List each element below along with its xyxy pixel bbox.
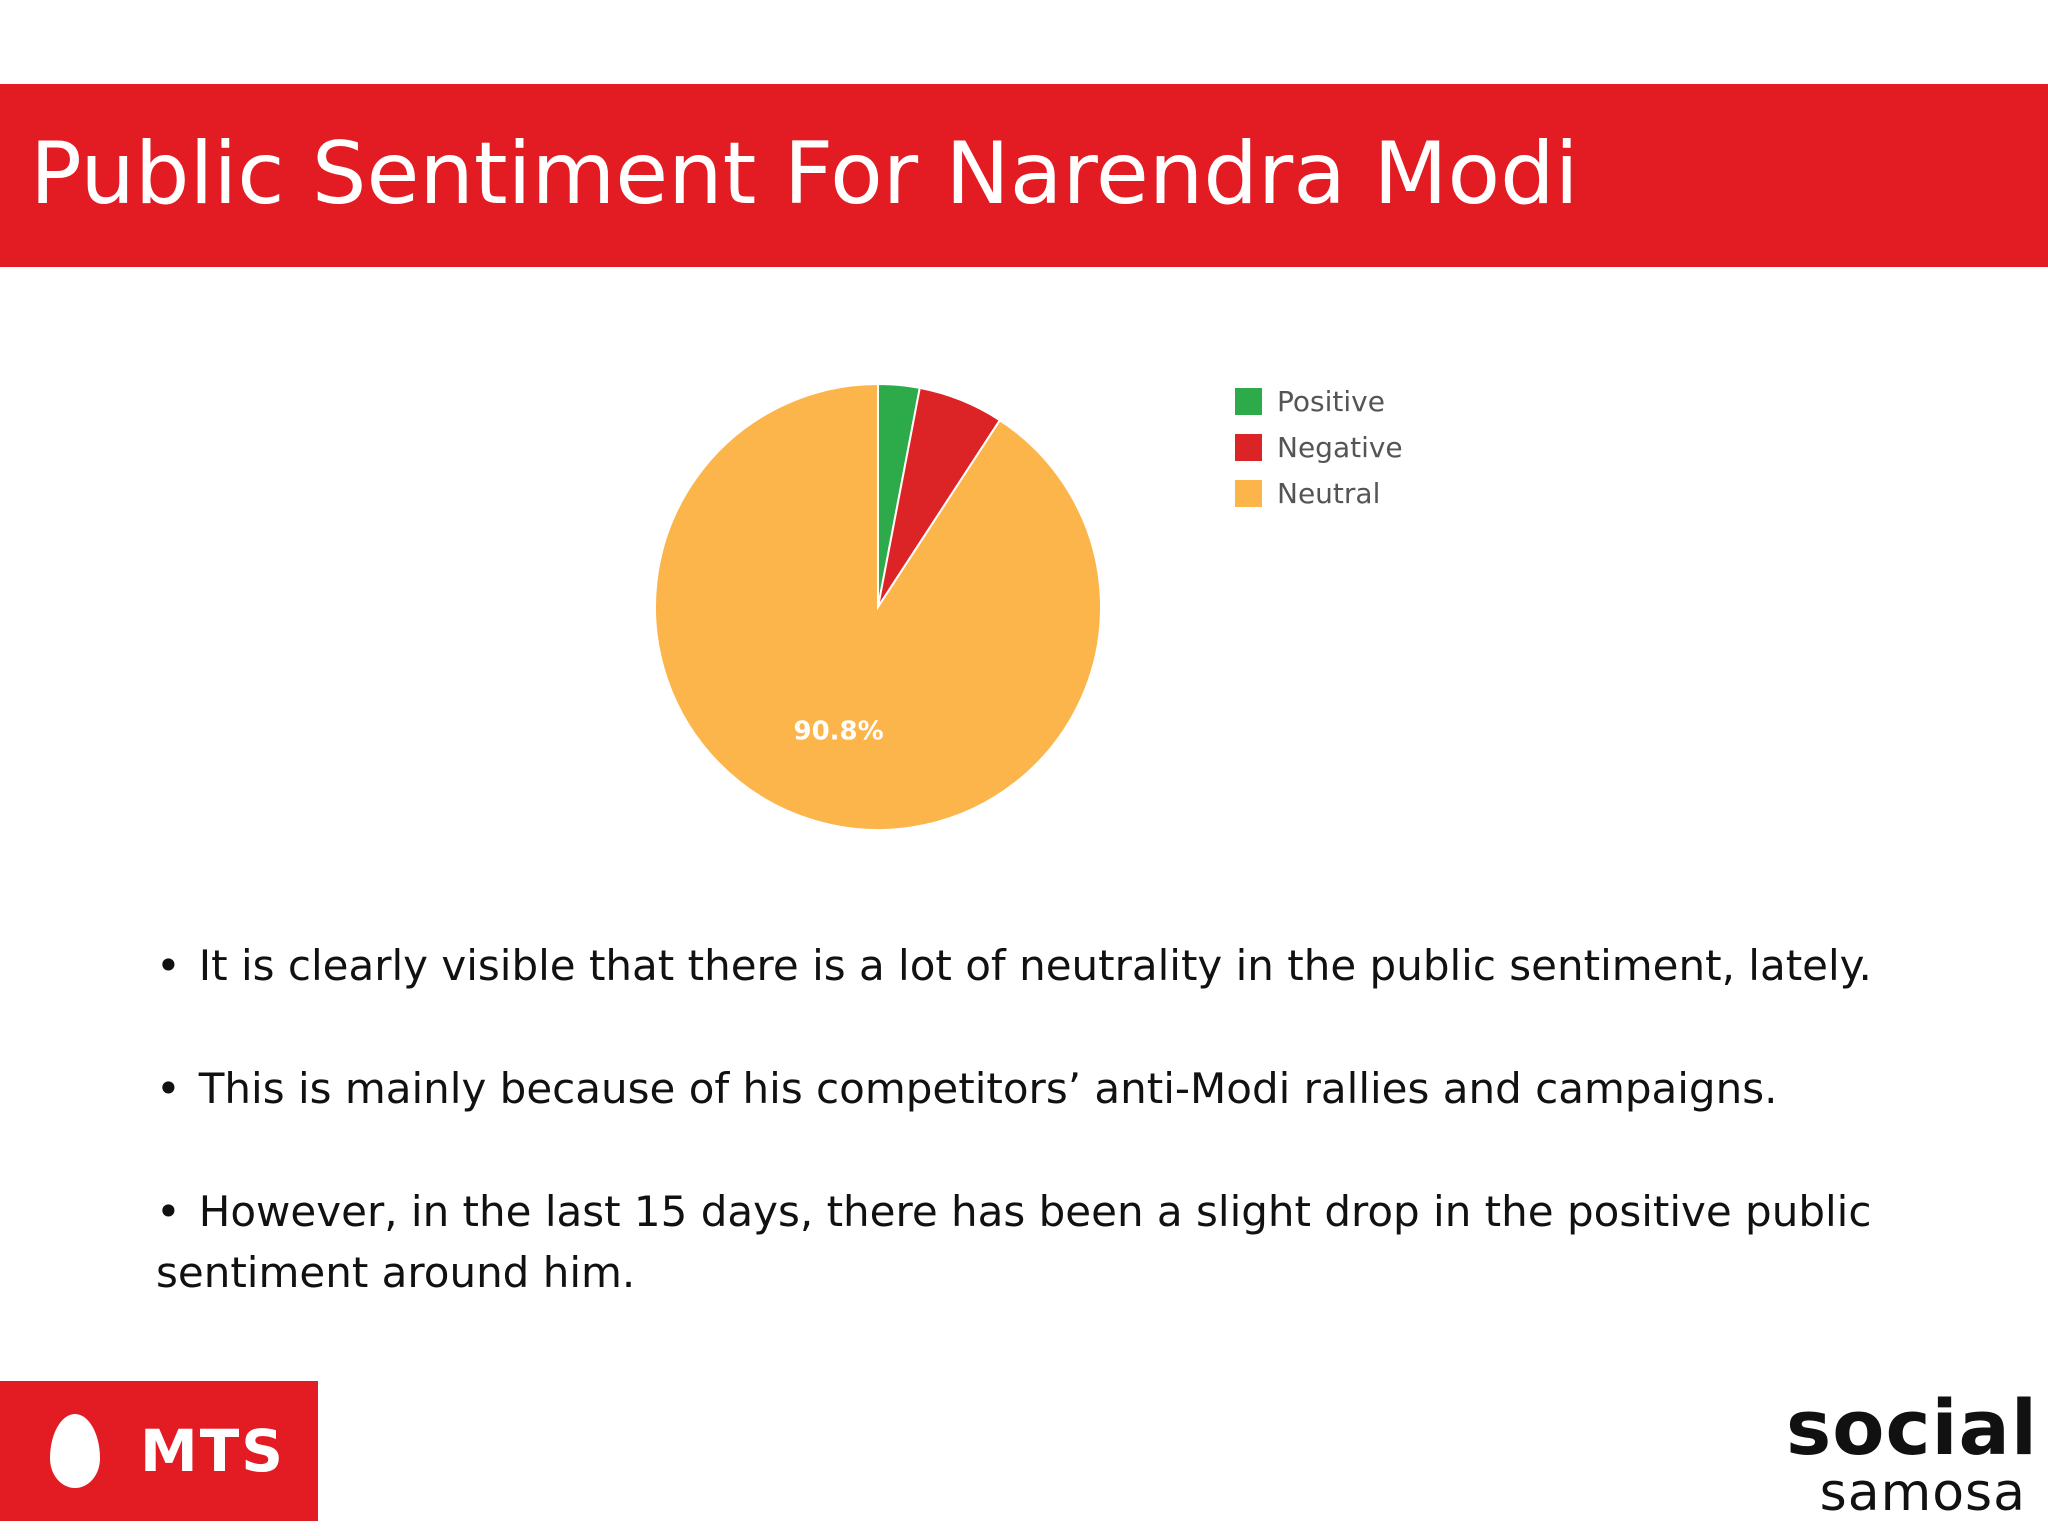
bullet-dot: • (156, 1064, 181, 1113)
legend-item-neutral: Neutral (1235, 470, 1403, 516)
legend-label-neutral: Neutral (1277, 476, 1381, 510)
bullet-dot: • (156, 1187, 181, 1236)
social-samosa-logo-top: social (1786, 1383, 2038, 1472)
bullet-list: • It is clearly visible that there is a l… (156, 935, 1916, 1365)
title-bar: Public Sentiment For Narendra Modi (0, 84, 2048, 267)
bullet-item: • However, in the last 15 days, there has… (156, 1181, 1916, 1303)
mts-logo-text: MTS (140, 1417, 286, 1485)
legend-label-negative: Negative (1277, 430, 1403, 464)
pie-slice-neutral (654, 382, 1102, 831)
bullet-text: However, in the last 15 days, there has … (156, 1187, 1872, 1297)
legend-swatch-negative (1235, 433, 1262, 461)
social-samosa-logo-bottom: samosa (1819, 1463, 2026, 1523)
bullet-text: This is mainly because of his competitor… (198, 1064, 1778, 1113)
legend-label-positive: Positive (1277, 384, 1385, 418)
pie-slice-label-neutral: 90.8% (793, 717, 883, 747)
pie-chart: 90.8% (600, 330, 1500, 890)
slide-title: Public Sentiment For Narendra Modi (30, 124, 1579, 224)
mts-logo: MTS (0, 1381, 318, 1521)
bullet-item: • This is mainly because of his competito… (156, 1058, 1916, 1119)
legend-swatch-positive (1235, 387, 1262, 415)
bullet-dot: • (156, 941, 181, 990)
chart-legend: Positive Negative Neutral (1235, 378, 1403, 516)
legend-item-positive: Positive (1235, 378, 1403, 424)
pie-chart-svg: 90.8% (654, 382, 1102, 831)
bullet-item: • It is clearly visible that there is a l… (156, 935, 1916, 996)
mts-egg-icon (50, 1414, 100, 1488)
legend-swatch-neutral (1235, 479, 1262, 507)
bullet-text: It is clearly visible that there is a lo… (198, 941, 1872, 990)
legend-item-negative: Negative (1235, 424, 1403, 470)
social-samosa-logo: social samosa (1786, 1383, 2038, 1523)
